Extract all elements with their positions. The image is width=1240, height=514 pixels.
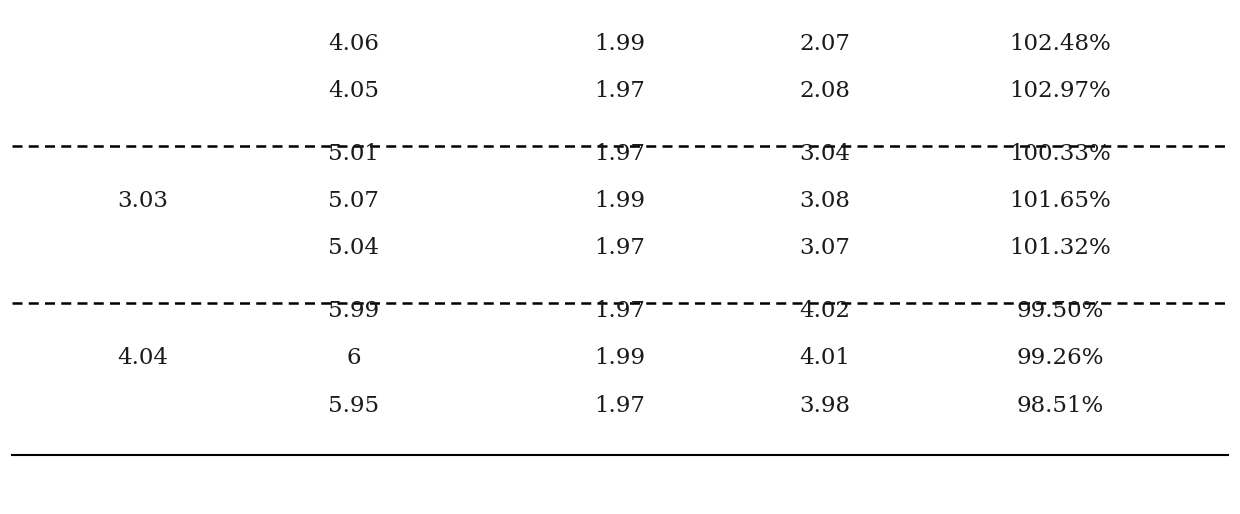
Text: 3.07: 3.07 [799,237,851,259]
Text: 98.51%: 98.51% [1017,395,1104,416]
Text: 5.01: 5.01 [327,143,379,164]
Text: 1.99: 1.99 [594,33,646,54]
Text: 1.97: 1.97 [594,237,646,259]
Text: 100.33%: 100.33% [1009,143,1111,164]
Text: 4.06: 4.06 [327,33,379,54]
Text: 102.48%: 102.48% [1009,33,1111,54]
Text: 3.04: 3.04 [799,143,851,164]
Text: 4.01: 4.01 [799,347,851,369]
Text: 1.97: 1.97 [594,143,646,164]
Text: 101.32%: 101.32% [1009,237,1111,259]
Text: 1.99: 1.99 [594,347,646,369]
Text: 4.04: 4.04 [117,347,169,369]
Text: 1.97: 1.97 [594,80,646,102]
Text: 101.65%: 101.65% [1009,190,1111,212]
Text: 2.07: 2.07 [799,33,851,54]
Text: 5.07: 5.07 [327,190,379,212]
Text: 3.08: 3.08 [799,190,851,212]
Text: 4.05: 4.05 [327,80,379,102]
Text: 1.99: 1.99 [594,190,646,212]
Text: 99.50%: 99.50% [1017,300,1104,322]
Text: 1.97: 1.97 [594,300,646,322]
Text: 1.97: 1.97 [594,395,646,416]
Text: 3.03: 3.03 [117,190,169,212]
Text: 99.26%: 99.26% [1017,347,1104,369]
Text: 102.97%: 102.97% [1009,80,1111,102]
Text: 6: 6 [346,347,361,369]
Text: 5.95: 5.95 [327,395,379,416]
Text: 5.99: 5.99 [327,300,379,322]
Text: 2.08: 2.08 [799,80,851,102]
Text: 3.98: 3.98 [799,395,851,416]
Text: 4.02: 4.02 [799,300,851,322]
Text: 5.04: 5.04 [327,237,379,259]
